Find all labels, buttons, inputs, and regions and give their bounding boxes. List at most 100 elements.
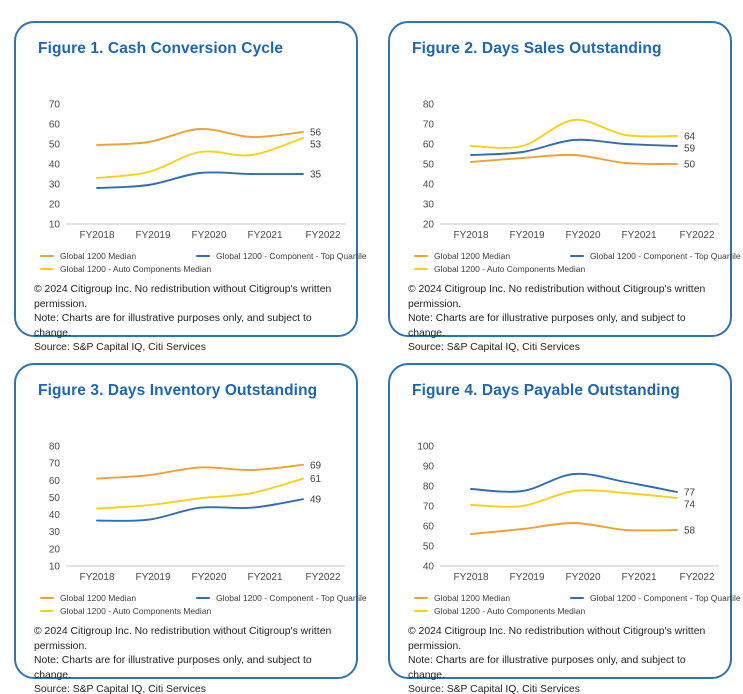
series-end-label: 49 [310, 495, 322, 506]
note-line: Note: Charts are for illustrative purpos… [408, 655, 686, 681]
y-tick-label: 60 [423, 522, 435, 533]
y-tick-label: 20 [49, 200, 61, 211]
series-line [470, 522, 678, 535]
chart-footnote: © 2024 Citigroup Inc. No redistribution … [406, 625, 716, 694]
x-tick-label: FY2018 [453, 572, 488, 583]
chart-footnote: © 2024 Citigroup Inc. No redistribution … [406, 283, 716, 356]
legend-swatch-yellow [40, 610, 54, 612]
days-inventory-outstanding-chart: 80 70 60 50 40 30 20 10 FY2018 FY2019 FY2020 FY2021… [49, 442, 345, 583]
series-line [470, 489, 678, 508]
y-tick-label: 40 [423, 180, 435, 191]
source-line: Source: S&P Capital IQ, Citi Services [34, 684, 206, 694]
x-tick-label: FY2022 [679, 572, 714, 583]
legend-label: Global 1200 - Auto Components Median [60, 264, 212, 274]
series-line [470, 472, 678, 493]
series-end-label: 77 [684, 488, 696, 499]
y-tick-label: 50 [49, 493, 61, 504]
y-tick-label: 20 [423, 220, 435, 231]
y-tick-label: 70 [423, 120, 435, 131]
chart-title: Figure 2. Days Sales Outstanding [412, 40, 662, 57]
x-tick-label: FY2020 [565, 572, 600, 583]
y-tick-label: 60 [49, 120, 61, 131]
series-line [470, 153, 678, 165]
chart-title: Figure 4. Days Payable Outstanding [412, 382, 680, 399]
chart-legend: Global 1200 Median Global 1200 - Compone… [406, 593, 741, 616]
series-line [470, 138, 678, 156]
chart-legend: Global 1200 Median Global 1200 - Compone… [32, 251, 367, 274]
y-tick-label: 100 [417, 442, 434, 453]
y-tick-label: 40 [49, 510, 61, 521]
x-tick-label: FY2019 [509, 572, 544, 583]
days-sales-outstanding-chart: 80 70 60 50 40 30 20 FY2018 FY2019 FY2020 FY2021 FY… [423, 100, 719, 241]
y-tick-label: 60 [49, 476, 61, 487]
y-tick-label: 30 [49, 180, 61, 191]
chart-title: Figure 3. Days Inventory Outstanding [38, 382, 318, 399]
figure-2-card: Figure 2. Days Sales Outstanding 80 70 60 5… [388, 21, 741, 353]
series-end-label: 69 [310, 460, 322, 471]
legend-swatch-yellow [414, 610, 428, 612]
days-payable-outstanding-chart: 100 90 80 70 60 50 40 FY2018 FY2019 FY2020 FY2021 F… [417, 442, 719, 583]
copyright-line: © 2024 Citigroup Inc. No redistribution … [408, 626, 706, 652]
legend-label: Global 1200 - Auto Components Median [434, 606, 586, 616]
note-line: Note: Charts are for illustrative purpos… [408, 313, 686, 339]
figure-3-card: Figure 3. Days Inventory Outstanding 80 7… [14, 363, 367, 694]
series-end-label: 56 [310, 128, 322, 139]
y-tick-label: 70 [49, 459, 61, 470]
series-end-label: 58 [684, 526, 696, 537]
series-end-label: 64 [684, 132, 696, 143]
x-tick-label: FY2021 [247, 572, 282, 583]
figure-4-card: Figure 4. Days Payable Outstanding 100 90… [388, 363, 741, 694]
y-tick-label: 20 [49, 544, 61, 555]
legend-item-auto-components: Global 1200 - Auto Components Median [40, 606, 211, 616]
y-tick-label: 10 [49, 562, 61, 573]
copyright-line: © 2024 Citigroup Inc. No redistribution … [408, 284, 706, 310]
series-line [96, 477, 304, 510]
x-tick-label: FY2019 [135, 572, 170, 583]
legend-label: Global 1200 - Component - Top Quartile [216, 251, 367, 261]
y-tick-label: 90 [423, 462, 435, 473]
legend-label: Global 1200 Median [434, 593, 511, 603]
copyright-line: © 2024 Citigroup Inc. No redistribution … [34, 626, 332, 652]
legend-item-auto-components: Global 1200 - Auto Components Median [40, 264, 211, 274]
x-tick-label: FY2019 [509, 230, 544, 241]
legend-item-top-quartile: Global 1200 - Component - Top Quartile [196, 251, 367, 261]
x-tick-label: FY2020 [191, 230, 226, 241]
series-line [96, 498, 304, 522]
series-end-label: 74 [684, 500, 696, 511]
series-end-label: 59 [684, 144, 696, 155]
legend-label: Global 1200 - Auto Components Median [60, 606, 212, 616]
series-line [96, 171, 304, 189]
chart-title: Figure 1. Cash Conversion Cycle [38, 40, 284, 57]
series-end-label: 61 [310, 474, 322, 485]
legend-swatch-blue [570, 597, 584, 599]
source-line: Source: S&P Capital IQ, Citi Services [408, 684, 580, 694]
y-tick-label: 30 [49, 527, 61, 538]
x-tick-label: FY2021 [621, 230, 656, 241]
legend-swatch-orange [414, 255, 428, 257]
note-line: Note: Charts are for illustrative purpos… [34, 313, 312, 339]
legend-label: Global 1200 Median [434, 251, 511, 261]
x-tick-label: FY2018 [79, 572, 114, 583]
y-tick-label: 40 [423, 562, 435, 573]
x-tick-label: FY2021 [621, 572, 656, 583]
legend-label: Global 1200 Median [60, 593, 137, 603]
series-end-label: 35 [310, 170, 322, 181]
legend-item-top-quartile: Global 1200 - Component - Top Quartile [570, 251, 741, 261]
x-tick-label: FY2021 [247, 230, 282, 241]
legend-item-median: Global 1200 Median [414, 593, 564, 603]
chart-legend: Global 1200 Median Global 1200 - Compone… [32, 593, 367, 616]
x-tick-label: FY2022 [305, 230, 340, 241]
chart-footnote: © 2024 Citigroup Inc. No redistribution … [32, 625, 342, 694]
series-end-label: 53 [310, 140, 322, 151]
y-tick-label: 80 [423, 482, 435, 493]
legend-label: Global 1200 - Component - Top Quartile [590, 593, 741, 603]
legend-swatch-orange [40, 255, 54, 257]
y-tick-label: 40 [49, 160, 61, 171]
legend-swatch-blue [196, 255, 210, 257]
y-tick-label: 70 [49, 100, 61, 111]
x-tick-label: FY2022 [305, 572, 340, 583]
figure-1-card: Figure 1. Cash Conversion Cycle 70 60 50 40… [14, 21, 367, 353]
series-line [470, 119, 678, 149]
y-tick-label: 80 [423, 100, 435, 111]
